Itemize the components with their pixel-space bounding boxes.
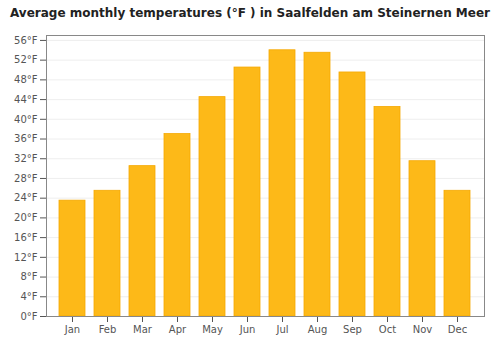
svg-text:Jul: Jul [275, 324, 288, 335]
svg-text:32°F: 32°F [14, 153, 38, 164]
svg-text:Dec: Dec [448, 324, 467, 335]
svg-text:48°F: 48°F [14, 74, 38, 85]
svg-text:Sep: Sep [343, 324, 362, 335]
svg-text:16°F: 16°F [14, 232, 38, 243]
svg-text:4°F: 4°F [20, 291, 37, 302]
svg-text:Jun: Jun [239, 324, 256, 335]
svg-text:Oct: Oct [379, 324, 396, 335]
svg-text:May: May [202, 324, 223, 335]
svg-text:8°F: 8°F [20, 271, 37, 282]
svg-text:Mar: Mar [133, 324, 153, 335]
svg-text:28°F: 28°F [14, 173, 38, 184]
svg-text:44°F: 44°F [14, 94, 38, 105]
svg-text:Jan: Jan [64, 324, 80, 335]
svg-text:40°F: 40°F [14, 114, 38, 125]
svg-text:56°F: 56°F [14, 35, 38, 46]
html-text:Average monthly temperatures (: Average monthly temperatures (°F ) in Sa… [10, 6, 490, 20]
svg-text:Nov: Nov [413, 324, 433, 335]
svg-text:Aug: Aug [308, 324, 328, 335]
svg-text:0°F: 0°F [20, 311, 37, 322]
svg-text:12°F: 12°F [14, 252, 38, 263]
svg-text:36°F: 36°F [14, 133, 38, 144]
svg-text:52°F: 52°F [14, 54, 38, 65]
svg-text:Feb: Feb [99, 324, 117, 335]
svg-text:24°F: 24°F [14, 192, 38, 203]
svg-text:20°F: 20°F [14, 212, 38, 223]
svg-text:Apr: Apr [169, 324, 187, 335]
